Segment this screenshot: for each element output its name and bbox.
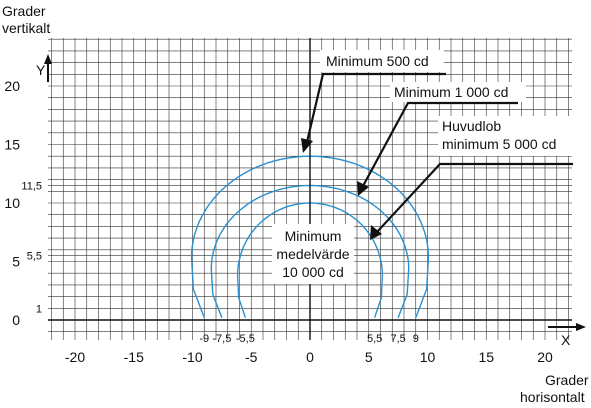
x-arrow-head — [576, 323, 586, 331]
x-tick-label: 10 — [420, 349, 436, 365]
arrowhead-huvudlob — [370, 225, 382, 240]
y-axis-title-line2: vertikalt — [2, 20, 50, 36]
y-tick-label: 20 — [4, 78, 20, 94]
arrowhead-500 — [301, 138, 313, 153]
callout-1000-box — [390, 82, 526, 102]
x-minor-label: -5,5 — [236, 333, 255, 345]
x-minor-label: -7,5 — [212, 333, 231, 345]
x-tick-label: 0 — [306, 349, 314, 365]
callout-1000-label: Minimum 1 000 cd — [394, 84, 508, 100]
y-minor-label: 5,5 — [27, 251, 42, 263]
callout-500-label: Minimum 500 cd — [326, 53, 429, 69]
center-label-line1: Minimum — [285, 228, 342, 244]
x-minor-label: 7,5 — [390, 333, 405, 345]
x-minor-label: -9 — [199, 333, 209, 345]
callout-huvudlob-line2: minimum 5 000 cd — [442, 136, 556, 152]
tick-labels: -20 -15 -10 -5 0 5 10 15 20 0 5 10 15 20 11,5 5,5 1 -9 -7,… — [4, 78, 553, 365]
callout-500-box — [320, 50, 444, 72]
callout-huvudlob-box — [438, 116, 574, 156]
x-tick-label: 20 — [537, 349, 553, 365]
x-minor-label: 5,5 — [367, 333, 382, 345]
callout-huvudlob-line1: Huvudlob — [442, 118, 501, 134]
y-arrow-head — [44, 54, 52, 64]
y-minor-label: 11,5 — [21, 180, 42, 192]
center-label-box — [272, 224, 354, 284]
arrowhead-1000 — [357, 181, 369, 196]
x-tick-label: -5 — [245, 349, 258, 365]
y-axis-title-line1: Grader — [2, 3, 46, 19]
leader-500 — [305, 72, 446, 143]
x-tick-label: -20 — [65, 349, 85, 365]
center-label-line2: medelvärde — [276, 246, 349, 262]
x-axis-title-line1: Grader — [545, 372, 589, 388]
x-axis-letter: X — [561, 332, 571, 348]
center-label-line3: 10 000 cd — [282, 264, 344, 280]
leader-1000 — [362, 101, 518, 187]
y-tick-label: 10 — [4, 195, 20, 211]
x-axis-title-line2: horisontalt — [520, 389, 585, 405]
x-tick-label: 5 — [365, 349, 373, 365]
x-minor-label: 9 — [413, 333, 419, 345]
y-tick-label: 5 — [12, 254, 20, 270]
y-tick-label: 15 — [4, 137, 20, 153]
y-tick-label: 0 — [12, 312, 20, 328]
leader-huvudlob — [376, 162, 573, 233]
axes — [44, 38, 586, 340]
y-minor-label: 1 — [36, 303, 42, 315]
x-tick-label: 15 — [478, 349, 494, 365]
y-axis-letter: Y — [36, 62, 46, 78]
x-tick-label: -10 — [182, 349, 202, 365]
x-tick-label: -15 — [124, 349, 144, 365]
